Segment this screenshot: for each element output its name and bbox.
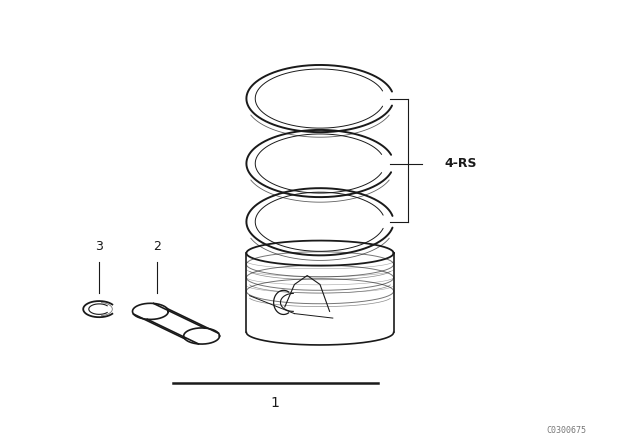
Text: 2: 2 [153,240,161,253]
Text: 3: 3 [95,240,103,253]
Text: 1: 1 [271,396,280,410]
Text: C0300675: C0300675 [547,426,586,435]
Text: 4-RS: 4-RS [445,157,477,170]
